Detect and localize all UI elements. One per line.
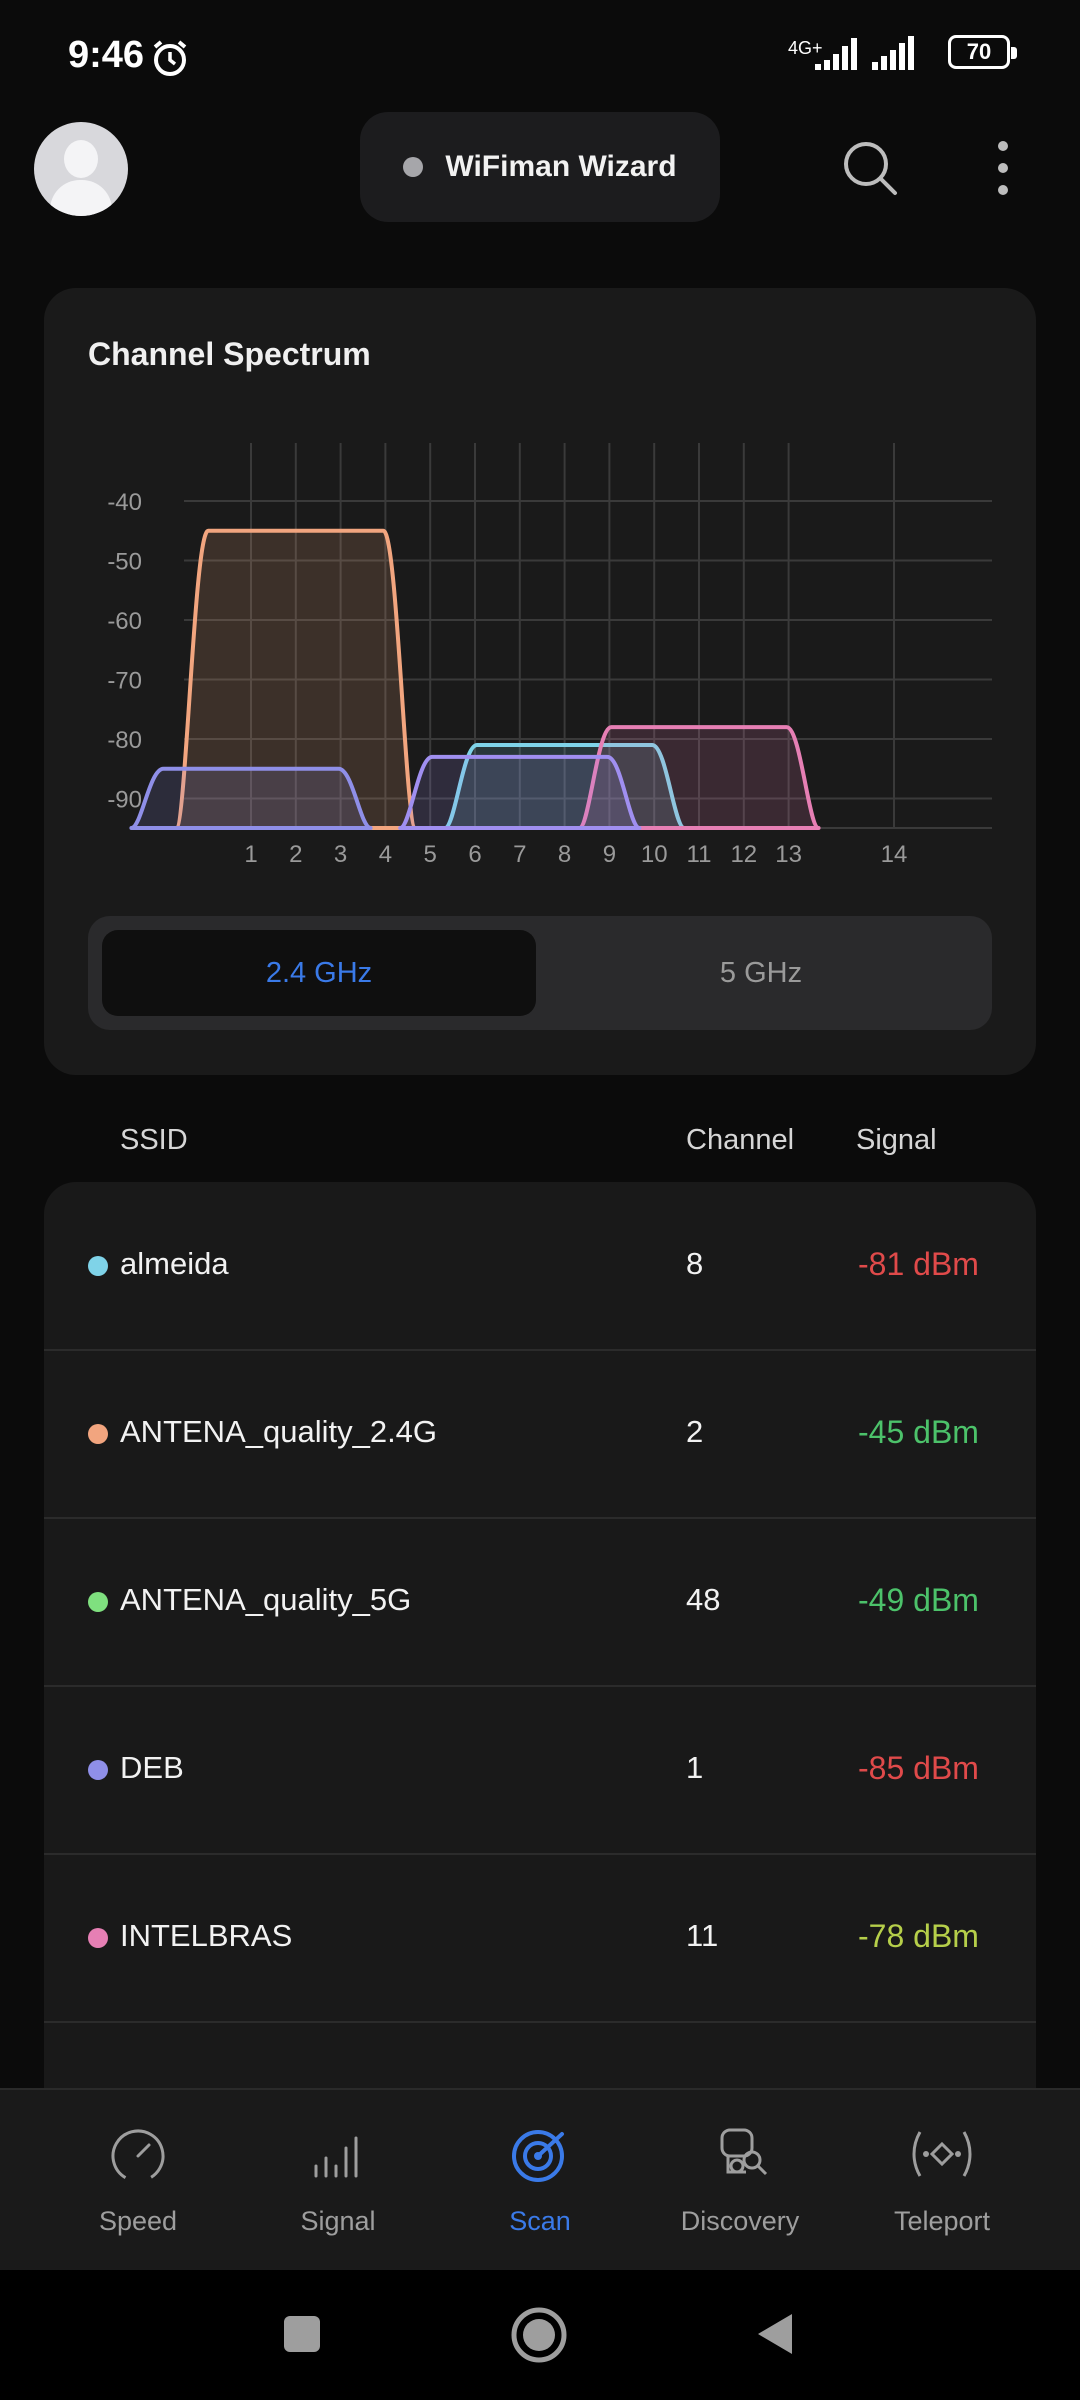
network-signal: -85 dBm [858, 1750, 979, 1786]
network-row[interactable]: DEB 1 -85 dBm [44, 1686, 1036, 1855]
network-signal: -81 dBm [858, 1246, 979, 1282]
search-icon[interactable] [840, 138, 900, 198]
channel-curve [398, 754, 642, 830]
channel-spectrum-card: Channel Spectrum -40 -50 -60 -70 -80 -90 1 2 3 4 5… [44, 288, 1036, 1075]
bottom-navigation: Speed Signal Scan Discovery T [0, 2088, 1080, 2272]
device-name: WiFiman Wizard [445, 150, 677, 183]
cell-signal-icon-2 [872, 36, 914, 70]
network-ssid: INTELBRAS [120, 1918, 293, 1953]
network-ssid: DEB [120, 1750, 184, 1785]
network-color-dot [88, 1760, 108, 1780]
network-color-dot [88, 1928, 108, 1948]
network-ssid: ANTENA_quality_2.4G [120, 1414, 438, 1449]
avatar-head [64, 140, 98, 178]
network-row[interactable]: almeida 8 -81 dBm [44, 1182, 1036, 1351]
nav-label: Signal [300, 2206, 376, 2236]
network-row[interactable]: INTELBRAS 11 -78 dBm [44, 1854, 1036, 2023]
network-ssid: ANTENA_quality_5G [120, 1582, 412, 1617]
network-row[interactable]: ANTENA_quality_2.4G 2 -45 dBm [44, 1350, 1036, 1519]
network-channel: 1 [686, 1750, 704, 1785]
y-tick-label: -50 [107, 549, 142, 576]
alarm-icon [153, 40, 187, 76]
network-ssid: almeida [120, 1246, 229, 1281]
signal-bars-icon [314, 2136, 358, 2178]
x-tick-label: 13 [775, 841, 802, 868]
x-tick-label: 14 [881, 841, 908, 868]
channel-curve [174, 528, 418, 830]
nav-scan[interactable]: Scan [440, 2090, 640, 2272]
more-options-icon[interactable] [990, 138, 1016, 198]
nav-label: Scan [509, 2206, 571, 2236]
band-2-4ghz-tab[interactable]: 2.4 GHz [102, 930, 536, 1016]
radar-icon [512, 2130, 564, 2182]
column-header-signal[interactable]: Signal [856, 1124, 937, 1156]
network-color-dot [88, 1424, 108, 1444]
channel-curve [577, 725, 821, 830]
x-tick-label: 12 [730, 841, 757, 868]
y-tick-label: -70 [107, 668, 142, 695]
home-icon[interactable] [510, 2306, 568, 2364]
device-selector[interactable]: WiFiman Wizard [360, 112, 720, 222]
network-channel: 48 [686, 1582, 721, 1617]
network-signal: -78 dBm [858, 1918, 979, 1954]
status-bar: 9:46 4G+ 70 [0, 0, 1080, 110]
network-color-dot [88, 1256, 108, 1276]
network-channel: 11 [686, 1918, 719, 1953]
status-indicators: 4G+ 70 [788, 30, 1017, 74]
network-signal: -49 dBm [858, 1582, 979, 1618]
y-tick-label: -60 [107, 608, 142, 635]
battery-icon: 70 [948, 35, 1017, 69]
y-tick-label: -90 [107, 787, 142, 814]
app-header: WiFiman Wizard [0, 110, 1080, 230]
channel-curve [443, 742, 687, 830]
column-header-channel[interactable]: Channel [686, 1124, 795, 1156]
nav-signal[interactable]: Signal [238, 2090, 438, 2272]
x-tick-label: 2 [289, 841, 302, 868]
network-list-header: SSID Channel Signal [0, 1110, 1080, 1170]
x-tick-label: 11 [687, 841, 712, 868]
recents-icon[interactable] [282, 2314, 322, 2354]
network-channel: 8 [686, 1246, 704, 1281]
x-tick-label: 9 [603, 841, 616, 868]
network-type: 4G+ [788, 38, 823, 58]
channel-curve [129, 766, 373, 830]
avatar-body [50, 180, 112, 216]
system-navigation-bar [0, 2270, 1080, 2400]
discovery-icon [720, 2128, 768, 2176]
device-status-dot [403, 157, 424, 177]
x-tick-label: 1 [244, 841, 257, 868]
column-header-ssid[interactable]: SSID [120, 1124, 188, 1156]
x-tick-label: 6 [468, 841, 481, 868]
x-tick-label: 3 [334, 841, 347, 868]
nav-label: Speed [98, 2206, 178, 2236]
network-signal: -45 dBm [858, 1414, 979, 1450]
nav-label: Discovery [680, 2206, 800, 2236]
nav-teleport[interactable]: Teleport [842, 2090, 1042, 2272]
status-time: 9:46 [68, 34, 145, 76]
back-icon[interactable] [754, 2310, 796, 2358]
speedometer-icon [111, 2129, 165, 2183]
channel-spectrum-chart: -40-50-60-70-80-901 2 3 4 5 6 7 8 9 10 11 12 13 14 [107, 443, 992, 868]
nav-speed[interactable]: Speed [38, 2090, 238, 2272]
teleport-icon [912, 2131, 972, 2177]
network-list: almeida 8 -81 dBm ANTENA_quality_2.4G 2 … [44, 1182, 1036, 2088]
band-5ghz-tab[interactable]: 5 GHz [719, 956, 803, 989]
network-color-dot [88, 1592, 108, 1612]
x-tick-label: 4 [379, 841, 392, 868]
nav-discovery[interactable]: Discovery [640, 2090, 840, 2272]
network-channel: 2 [686, 1414, 704, 1449]
x-tick-label: 8 [558, 841, 571, 868]
cell-signal-icon-1: 4G+ [788, 30, 857, 74]
y-tick-label: -40 [107, 489, 142, 516]
x-tick-label: 7 [513, 841, 526, 868]
x-tick-label: 5 [424, 841, 437, 868]
y-tick-label: -80 [107, 727, 142, 754]
network-row[interactable]: ANTENA_quality_5G 48 -49 dBm [44, 1518, 1036, 1687]
avatar[interactable] [34, 122, 128, 216]
x-tick-label: 10 [641, 841, 668, 868]
nav-label: Teleport [893, 2206, 991, 2236]
card-title: Channel Spectrum [88, 336, 371, 372]
band-toggle: 2.4 GHz 5 GHz [88, 916, 992, 1030]
